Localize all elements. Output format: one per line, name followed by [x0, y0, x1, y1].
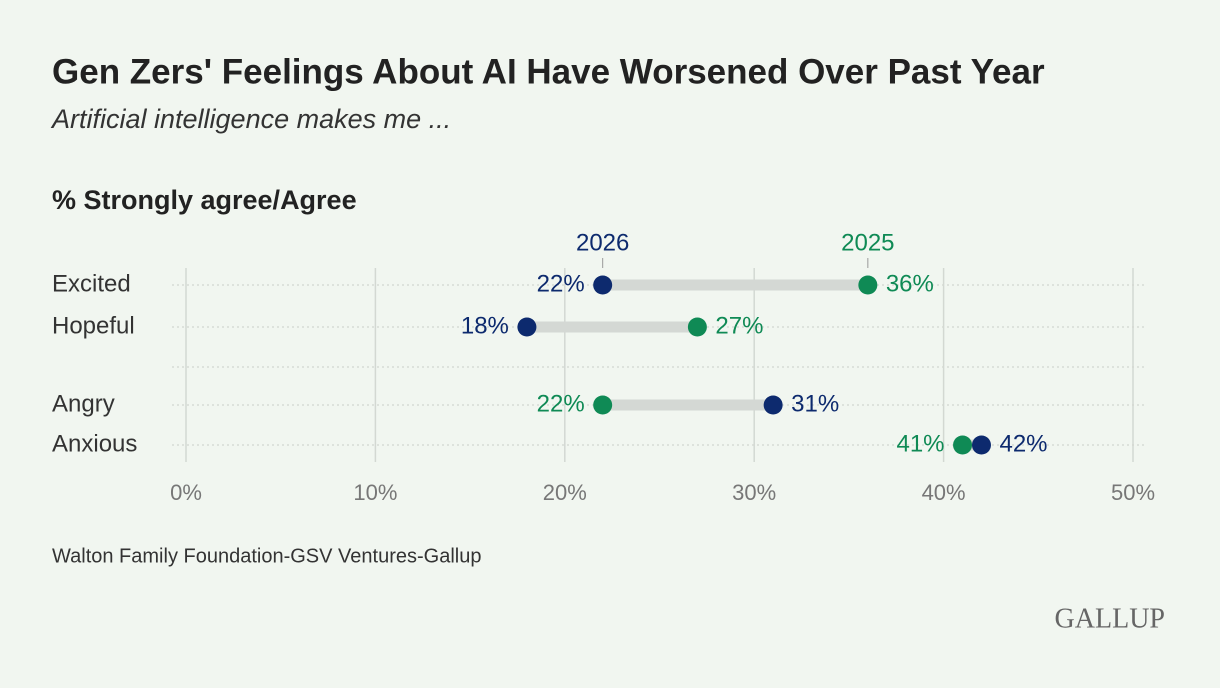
- dot: [593, 395, 613, 415]
- category-label: Hopeful: [52, 312, 135, 339]
- category-label: Angry: [52, 390, 115, 417]
- value-label: 22%: [537, 270, 585, 297]
- value-label: 22%: [537, 390, 585, 417]
- chart-title: Gen Zers' Feelings About AI Have Worsene…: [52, 52, 1045, 91]
- legend-label: 2026: [576, 229, 629, 256]
- x-tick-label: 40%: [922, 480, 966, 505]
- x-tick-label: 50%: [1111, 480, 1155, 505]
- dot: [971, 435, 991, 455]
- value-label: 31%: [791, 390, 839, 417]
- dot: [687, 317, 707, 337]
- dot: [953, 435, 973, 455]
- x-tick-label: 20%: [543, 480, 587, 505]
- category-label: Excited: [52, 270, 131, 297]
- x-tick-label: 30%: [732, 480, 776, 505]
- dot: [593, 275, 613, 295]
- legend-label: 2025: [841, 229, 894, 256]
- value-label: 18%: [461, 312, 509, 339]
- logo: GALLUP: [1055, 603, 1165, 634]
- dot: [858, 275, 878, 295]
- chart-subtitle: Artificial intelligence makes me ...: [50, 104, 451, 134]
- dot: [763, 395, 783, 415]
- source: Walton Family Foundation-GSV Ventures-Ga…: [52, 545, 481, 567]
- x-tick-label: 0%: [170, 480, 202, 505]
- value-label: 27%: [715, 312, 763, 339]
- value-label: 42%: [999, 430, 1047, 457]
- category-label: Anxious: [52, 430, 137, 457]
- x-tick-label: 10%: [353, 480, 397, 505]
- value-label: 36%: [886, 270, 934, 297]
- dot: [517, 317, 537, 337]
- value-label: 41%: [896, 430, 944, 457]
- axis-label: % Strongly agree/Agree: [52, 185, 357, 215]
